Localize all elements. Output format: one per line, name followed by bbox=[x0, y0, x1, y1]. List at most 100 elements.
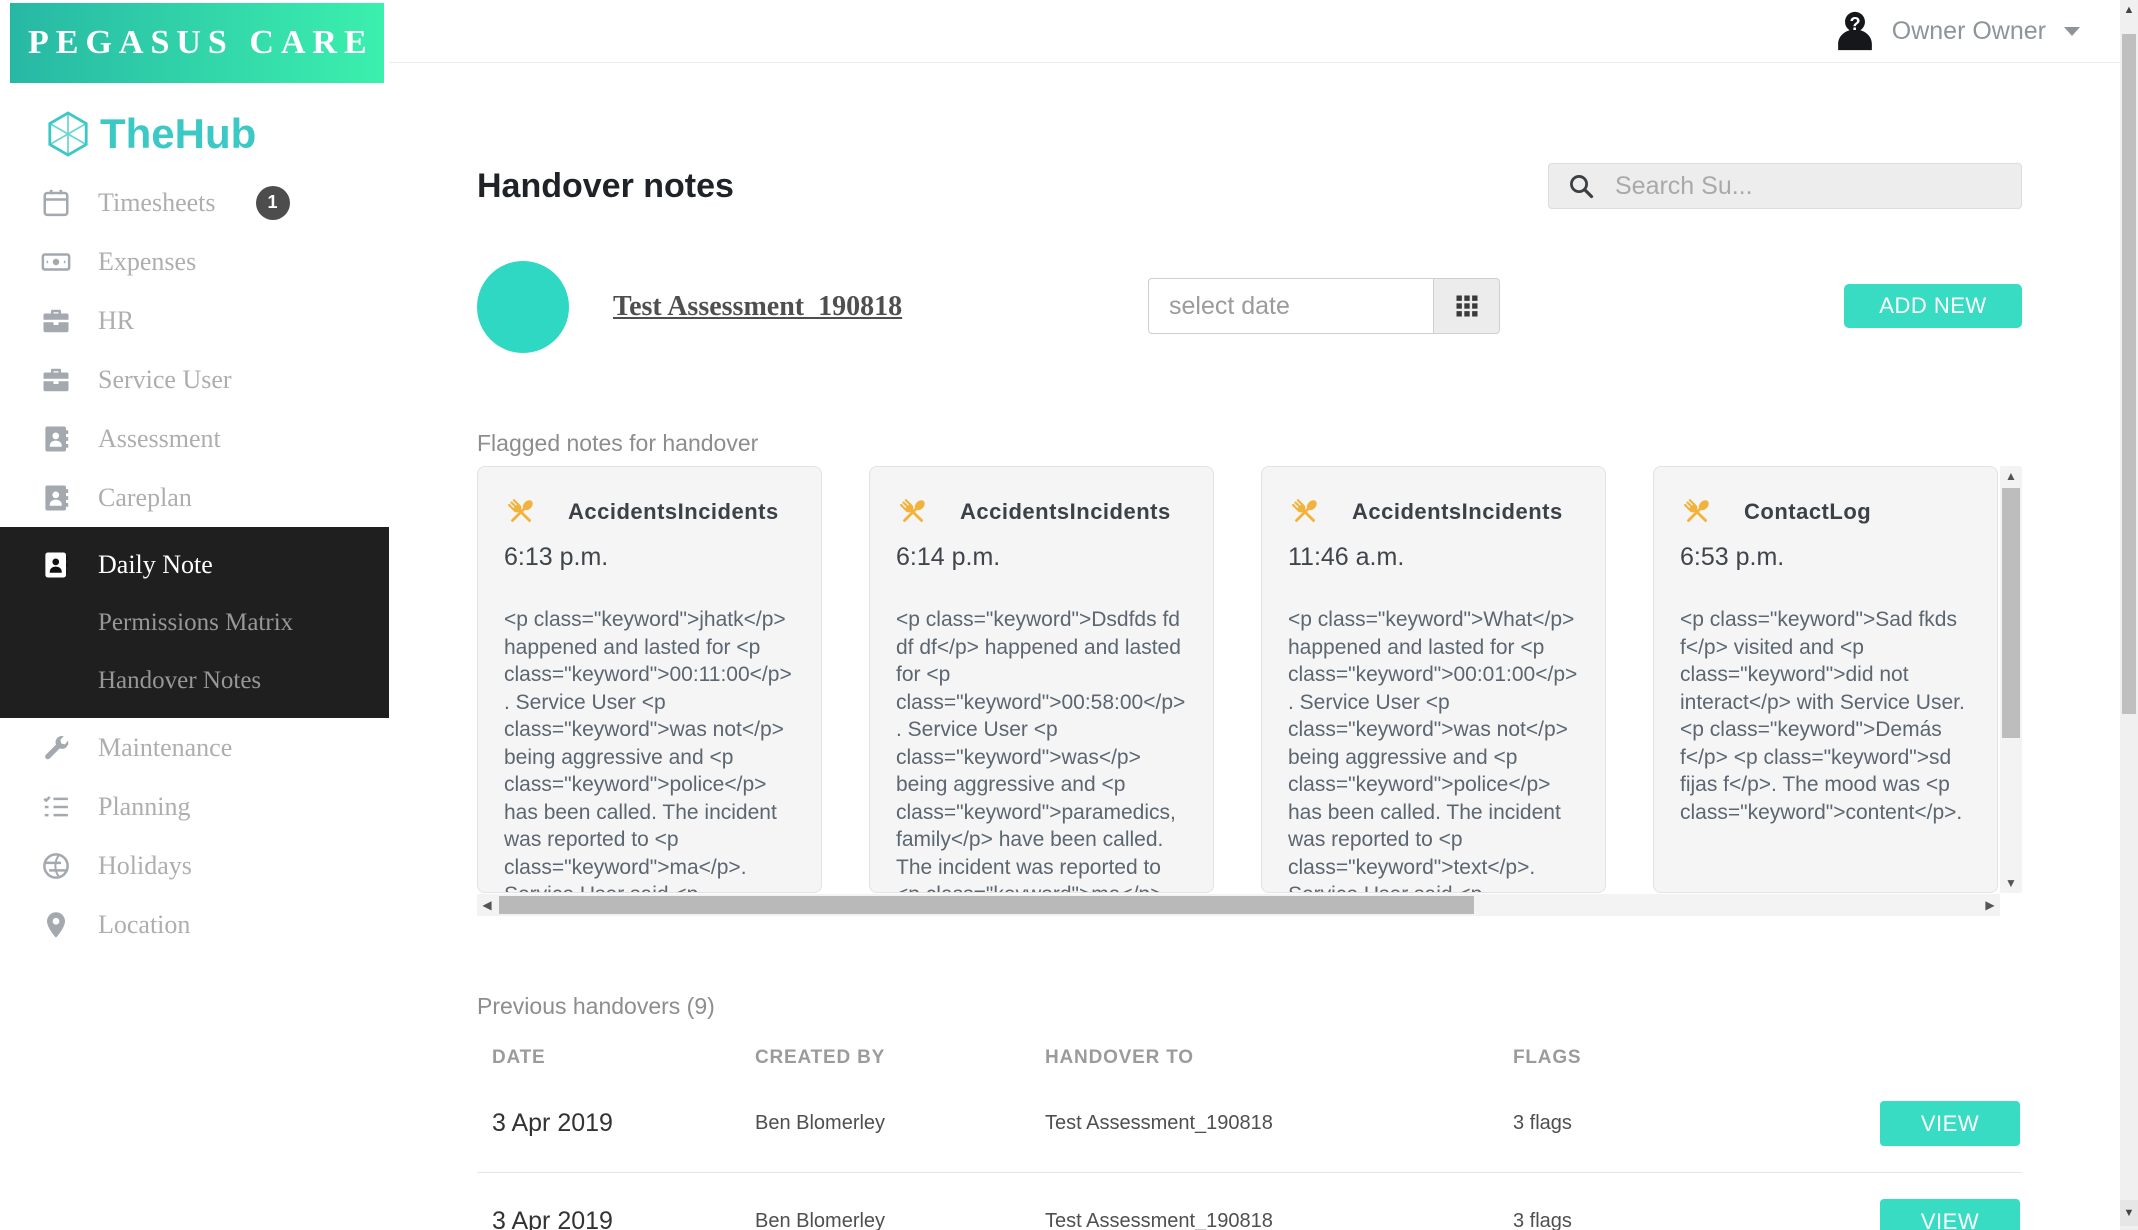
address-book-icon bbox=[40, 482, 72, 514]
sidebar-item-expenses[interactable]: Expenses bbox=[0, 232, 389, 291]
timesheets-badge: 1 bbox=[255, 185, 290, 220]
map-pin-icon bbox=[40, 909, 72, 941]
cards-vertical-scrollbar[interactable]: ▲ ▼ bbox=[2000, 466, 2022, 893]
main-area: ? Owner Owner Handover notes Test Assess… bbox=[389, 0, 2120, 1230]
scroll-right-icon[interactable]: ▶ bbox=[1985, 898, 1995, 912]
date-input[interactable] bbox=[1148, 278, 1434, 334]
cards-horizontal-scrollbar[interactable]: ◀ ▶ bbox=[477, 894, 2000, 916]
handover-date: 3 Apr 2019 bbox=[492, 1207, 613, 1230]
pegasus-care-logo: PEGASUS CARE bbox=[10, 3, 384, 83]
note-time: 11:46 a.m. bbox=[1288, 543, 1405, 571]
scroll-left-icon[interactable]: ◀ bbox=[482, 898, 492, 912]
briefcase-icon bbox=[40, 305, 72, 337]
crossed-cutlery-icon bbox=[507, 499, 533, 522]
handover-to: Test Assessment_190818 bbox=[1045, 1210, 1273, 1230]
page-header: Handover notes bbox=[477, 163, 2022, 209]
note-type: AccidentsIncidents bbox=[568, 499, 779, 524]
flagged-note-card: AccidentsIncidents 11:46 a.m. <p class="… bbox=[1261, 466, 1606, 893]
sidebar-item-planning[interactable]: Planning bbox=[0, 777, 389, 836]
table-row: 3 Apr 2019 Ben Blomerley Test Assessment… bbox=[477, 1173, 2022, 1230]
flagged-note-card: AccidentsIncidents 6:13 p.m. <p class="k… bbox=[477, 466, 822, 893]
user-menu[interactable]: Owner Owner bbox=[1891, 16, 2046, 45]
crossed-cutlery-icon bbox=[1291, 499, 1317, 522]
sidebar-item-label: Expenses bbox=[98, 246, 197, 276]
date-picker-group bbox=[1148, 278, 1500, 334]
scroll-up-icon[interactable]: ▲ bbox=[2005, 469, 2017, 483]
sidebar-item-label: Daily Note bbox=[98, 549, 213, 579]
handover-date: 3 Apr 2019 bbox=[492, 1109, 613, 1137]
sidebar-item-label: Service User bbox=[98, 364, 232, 394]
address-book-icon bbox=[40, 423, 72, 455]
banknote-icon bbox=[40, 246, 72, 278]
sidebar-item-permissions-matrix[interactable]: Permissions Matrix bbox=[0, 594, 389, 652]
previous-handovers-label: Previous handovers (9) bbox=[477, 993, 715, 1019]
crossed-cutlery-icon bbox=[899, 499, 925, 522]
checklist-icon bbox=[40, 791, 72, 823]
column-header-handover-to: HANDOVER TO bbox=[1045, 1047, 1194, 1068]
wrench-icon bbox=[40, 732, 72, 764]
scroll-down-icon[interactable]: ▼ bbox=[2005, 876, 2017, 890]
sidebar-item-holidays[interactable]: Holidays bbox=[0, 836, 389, 895]
note-type: ContactLog bbox=[1744, 499, 1872, 524]
service-user-link[interactable]: Test Assessment_190818 bbox=[613, 291, 903, 322]
previous-handovers-table: DATE CREATED BY HANDOVER TO FLAGS 3 Apr … bbox=[477, 1041, 2022, 1230]
sidebar-item-label: Handover Notes bbox=[98, 667, 262, 694]
sidebar-item-label: HR bbox=[98, 305, 135, 335]
globe-icon bbox=[40, 850, 72, 882]
thehub-brand: TheHub bbox=[44, 107, 389, 161]
vertical-scroll-thumb[interactable] bbox=[2002, 488, 2020, 738]
handover-flags: 3 flags bbox=[1513, 1210, 1572, 1230]
sidebar-item-hr[interactable]: HR bbox=[0, 291, 389, 350]
sidebar-item-assessment[interactable]: Assessment bbox=[0, 409, 389, 468]
browser-scrollbar[interactable]: ▲ ▼ bbox=[2120, 0, 2138, 1230]
sidebar-item-label: Holidays bbox=[98, 850, 192, 880]
table-row: 3 Apr 2019 Ben Blomerley Test Assessment… bbox=[477, 1075, 2022, 1173]
note-type: AccidentsIncidents bbox=[1352, 499, 1563, 524]
topbar: ? Owner Owner bbox=[389, 0, 2120, 63]
view-button[interactable]: VIEW bbox=[1880, 1101, 2020, 1146]
sidebar-item-label: Maintenance bbox=[98, 732, 233, 762]
sidebar-nav: Timesheets 1 Expenses HR Service Use bbox=[0, 173, 389, 954]
column-header-created-by: CREATED BY bbox=[755, 1047, 886, 1068]
sidebar-item-timesheets[interactable]: Timesheets 1 bbox=[0, 173, 389, 232]
search-input[interactable] bbox=[1613, 170, 2003, 202]
sidebar-item-maintenance[interactable]: Maintenance bbox=[0, 718, 389, 777]
add-new-button[interactable]: ADD NEW bbox=[1844, 284, 2022, 328]
sidebar-item-handover-notes[interactable]: Handover Notes bbox=[0, 652, 389, 710]
browser-scroll-thumb[interactable] bbox=[2122, 34, 2136, 714]
column-header-flags: FLAGS bbox=[1513, 1047, 1582, 1068]
flagged-note-card: ContactLog 6:53 p.m. <p class="keyword">… bbox=[1653, 466, 1998, 893]
flagged-note-card: AccidentsIncidents 6:14 p.m. <p class="k… bbox=[869, 466, 1214, 893]
flagged-notes-list: AccidentsIncidents 6:13 p.m. <p class="k… bbox=[477, 466, 2000, 893]
sidebar-item-label: Permissions Matrix bbox=[98, 609, 294, 636]
sidebar-item-label: Timesheets bbox=[98, 187, 216, 217]
handover-to: Test Assessment_190818 bbox=[1045, 1112, 1273, 1134]
column-header-date: DATE bbox=[492, 1047, 546, 1068]
calendar-grid-button[interactable] bbox=[1434, 278, 1500, 334]
handover-flags: 3 flags bbox=[1513, 1112, 1572, 1134]
scroll-down-icon[interactable]: ▼ bbox=[2120, 1200, 2138, 1226]
sidebar-item-label: Planning bbox=[98, 791, 191, 821]
sidebar-item-careplan[interactable]: Careplan bbox=[0, 468, 389, 527]
sidebar-item-location[interactable]: Location bbox=[0, 895, 389, 954]
handover-created-by: Ben Blomerley bbox=[755, 1210, 886, 1230]
sidebar-item-service-user[interactable]: Service User bbox=[0, 350, 389, 409]
handover-created-by: Ben Blomerley bbox=[755, 1112, 886, 1134]
note-time: 6:13 p.m. bbox=[504, 543, 609, 571]
service-user-row: Test Assessment_190818 ADD NEW bbox=[477, 261, 2022, 353]
scroll-up-icon[interactable]: ▲ bbox=[2123, 4, 2135, 16]
crossed-cutlery-icon bbox=[1683, 499, 1709, 522]
sidebar-item-daily-note[interactable]: Daily Note bbox=[0, 535, 389, 594]
note-body: <p class="keyword">What</p> happened and… bbox=[1288, 608, 1578, 892]
chevron-down-icon[interactable] bbox=[2064, 26, 2080, 36]
calendar-icon bbox=[40, 187, 72, 219]
address-book-icon bbox=[40, 549, 72, 581]
daily-note-active-group: Daily Note Permissions Matrix Handover N… bbox=[0, 527, 389, 718]
view-button[interactable]: VIEW bbox=[1880, 1199, 2020, 1230]
note-time: 6:14 p.m. bbox=[896, 543, 1001, 571]
horizontal-scroll-thumb[interactable] bbox=[499, 896, 1474, 914]
service-user-avatar bbox=[477, 261, 569, 353]
page-title: Handover notes bbox=[477, 166, 734, 205]
search-icon bbox=[1567, 172, 1595, 200]
